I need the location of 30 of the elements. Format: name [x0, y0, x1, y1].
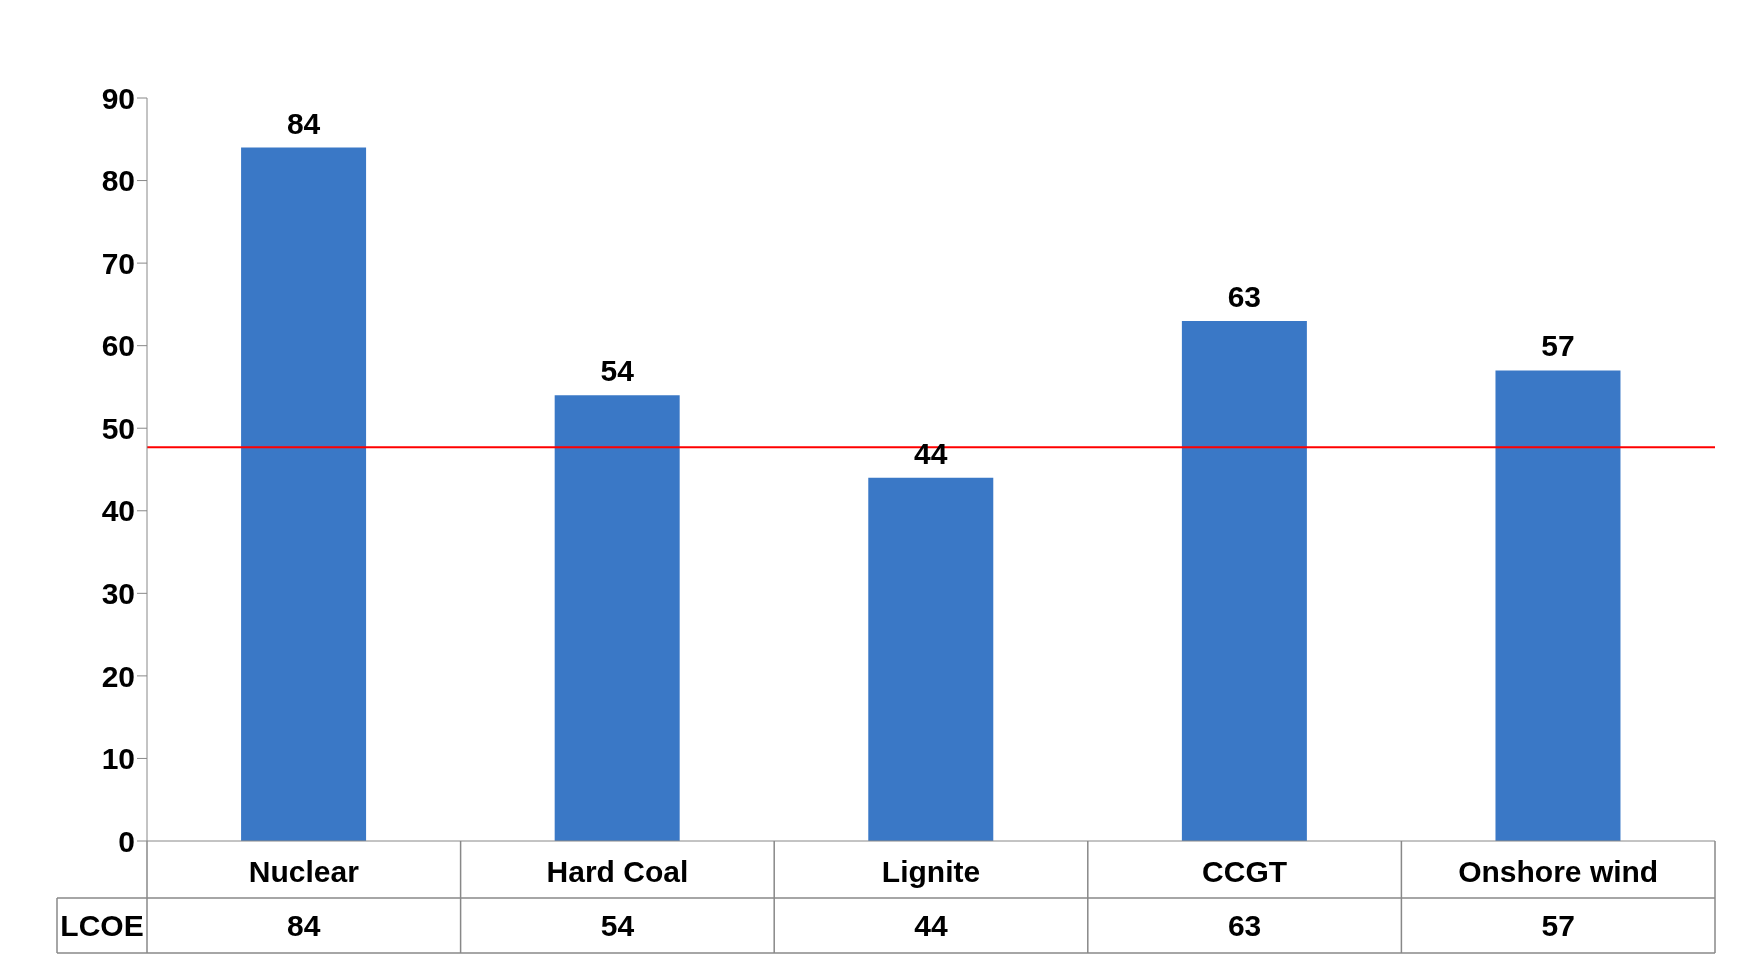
y-tick-label: 40 [101, 494, 135, 528]
data-label: 63 [1227, 279, 1262, 313]
x-tick-label: Nuclear [248, 855, 360, 889]
y-tick-label: 60 [101, 329, 135, 363]
y-tick-label: 80 [101, 164, 135, 198]
x-tick-label: CCGT [1202, 855, 1288, 889]
text: 54 [600, 909, 635, 942]
data-label: 54 [600, 354, 635, 388]
text: 57 [1541, 909, 1575, 942]
bar [554, 395, 680, 841]
y-tick-label: 20 [101, 659, 135, 693]
data-label: 84 [286, 106, 321, 140]
bar [241, 147, 367, 841]
bar [868, 477, 994, 841]
x-tick-label: Onshore wind [1458, 855, 1659, 889]
x-tick-label: Hard Coal [546, 855, 689, 889]
bar [1495, 370, 1621, 841]
y-tick-label: 10 [101, 742, 135, 776]
y-tick-label: 90 [101, 81, 135, 115]
text: 63 [1227, 909, 1262, 942]
y-tick-label: 30 [101, 576, 135, 610]
text: 44 [914, 909, 948, 942]
bar [1181, 320, 1307, 841]
y-tick-label: 70 [101, 246, 135, 280]
y-tick-label: 50 [101, 411, 135, 445]
x-tick-label: Lignite [881, 855, 981, 889]
data-label: 57 [1541, 329, 1575, 363]
text: 84 [287, 909, 321, 942]
y-tick-label: 0 [118, 824, 135, 858]
text: LCOE [60, 909, 144, 942]
